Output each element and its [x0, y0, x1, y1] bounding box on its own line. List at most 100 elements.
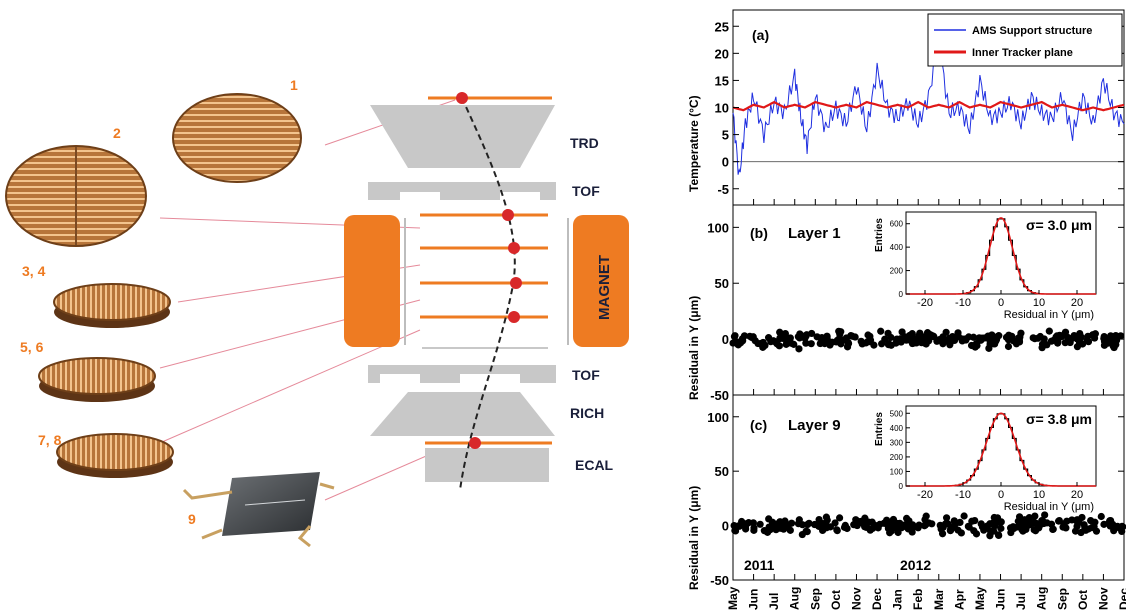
residual-point [833, 526, 841, 535]
residual-point [866, 332, 874, 340]
ytick-label: 0 [722, 332, 729, 347]
month-label: Nov [849, 587, 863, 610]
residual-point [1090, 334, 1099, 342]
inset-xtick-label: -20 [917, 489, 933, 501]
inset-xtick-label: -10 [955, 489, 971, 501]
residual-point [835, 514, 844, 522]
residual-point [1113, 336, 1121, 344]
month-label: Mar [932, 588, 946, 610]
residual-point [893, 336, 901, 344]
inset-ytick-label: 300 [890, 438, 904, 447]
inset-ytick-label: 0 [899, 482, 904, 491]
residual-point [1119, 523, 1126, 531]
month-label: Sep [1055, 588, 1069, 610]
residual-point [790, 340, 798, 348]
magnet-right-block [573, 215, 629, 347]
plane-number-7-8: 7, 8 [38, 432, 62, 448]
residual-point [798, 521, 807, 529]
inset-xtick-label: 20 [1071, 297, 1083, 309]
residual-point [811, 520, 819, 529]
inset-ytick-label: 500 [890, 409, 904, 418]
residual-point [759, 343, 767, 351]
ytick-label: 0 [722, 155, 729, 170]
month-label: Jun [747, 589, 761, 610]
residual-point [971, 343, 979, 351]
legend-a: AMS Support structure Inner Tracker plan… [927, 13, 1123, 67]
residual-point [864, 518, 873, 526]
ytick-label: 50 [715, 276, 729, 291]
plane-5-6-photo [38, 357, 156, 402]
residual-point [756, 520, 764, 528]
panel-c-frame [732, 394, 1125, 581]
residual-point [1055, 517, 1063, 525]
residual-point [822, 513, 830, 521]
inset-xtick-label: -10 [955, 297, 971, 309]
residual-point [780, 522, 788, 530]
residual-point [1049, 525, 1057, 533]
inset-ytick-label: 100 [890, 467, 904, 476]
residual-point [764, 334, 773, 342]
residual-point [1025, 514, 1033, 522]
inset-xtick-label: -20 [917, 297, 933, 309]
residual-point [954, 526, 962, 534]
residual-point [1084, 338, 1093, 346]
ytick-label: 0 [722, 519, 729, 534]
tof-lower-label: TOF [572, 367, 600, 383]
residual-point [1041, 511, 1049, 519]
residual-point [885, 340, 893, 348]
residual-point [1045, 327, 1053, 335]
month-label: Aug [788, 587, 802, 610]
residual-point [1075, 516, 1083, 524]
residual-point [975, 334, 983, 342]
panel-c-title: Layer 9 [788, 417, 841, 434]
inset-ytick-label: 400 [890, 243, 904, 252]
panel-a-ylabel: Temperature (°C) [687, 95, 701, 192]
residual-point [865, 338, 873, 346]
particle-track [459, 97, 516, 491]
residual-point [1107, 333, 1116, 341]
month-label: Dec [870, 588, 884, 610]
tof-upper-label: TOF [572, 183, 600, 199]
residual-point [962, 336, 970, 344]
residual-point [1068, 516, 1076, 524]
residual-point [1090, 522, 1098, 531]
residual-point [802, 332, 810, 340]
residual-point [1100, 334, 1108, 343]
residual-point [942, 514, 951, 522]
residual-point [952, 519, 960, 528]
residual-point [898, 328, 906, 336]
plane-number-5-6: 5, 6 [20, 339, 44, 355]
rich-shape [370, 392, 555, 436]
ytick-label: -50 [710, 573, 729, 588]
ams-detector-diagram: TRD TOF MAGNET TOF RICH ECAL 1 [5, 77, 629, 548]
legend-label-tracker: Inner Tracker plane [972, 47, 1073, 59]
residual-point [1002, 333, 1011, 341]
residual-point [908, 339, 917, 348]
residual-point [843, 524, 851, 533]
residual-point [939, 523, 947, 531]
residual-point [765, 515, 773, 523]
inset-ytick-label: 600 [890, 220, 904, 229]
month-label: Jul [1014, 593, 1028, 610]
plane-9-photo [182, 472, 335, 548]
residual-point [1061, 328, 1070, 336]
inset-xtick-label: 0 [998, 297, 1004, 309]
inset-gauss-fit [906, 412, 1096, 487]
residual-point [730, 521, 738, 530]
magnet-label: MAGNET [596, 255, 613, 320]
year-label-2011: 2011 [744, 557, 775, 573]
residual-point [1097, 512, 1105, 521]
residual-point [971, 517, 979, 525]
residual-point [1114, 522, 1122, 530]
residual-point [836, 330, 844, 338]
residual-point [894, 528, 902, 537]
residual-point [1084, 332, 1092, 340]
magnet-left-block [344, 215, 400, 347]
residual-point [903, 514, 911, 522]
residual-point [1004, 342, 1013, 351]
ytick-label: 25 [715, 19, 729, 34]
